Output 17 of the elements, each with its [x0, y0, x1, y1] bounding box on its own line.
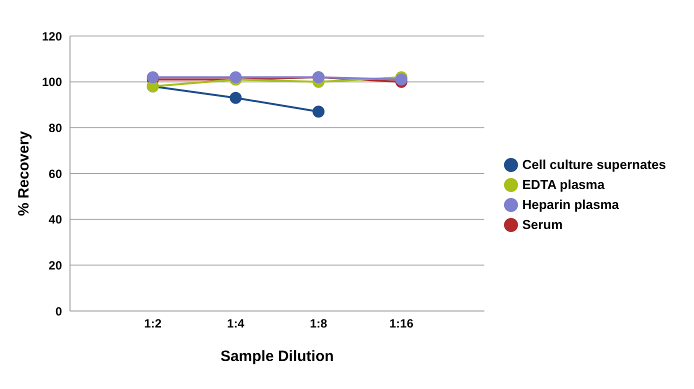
- y-tick-label: 80: [48, 120, 62, 135]
- x-tick-label: 1:2: [144, 316, 162, 331]
- x-tick-label: 1:16: [389, 316, 414, 331]
- y-tick-label: 0: [55, 304, 62, 318]
- y-tick-label: 20: [48, 258, 62, 272]
- legend-label: Serum: [522, 216, 563, 232]
- y-tick-label: 100: [42, 75, 62, 90]
- x-axis-title: Sample Dilution: [220, 348, 334, 365]
- y-tick-label: 40: [48, 212, 62, 227]
- y-tick-label: 60: [48, 166, 62, 181]
- y-tick-label: 120: [42, 29, 62, 44]
- y-axis-title: % Recovery: [15, 130, 32, 216]
- x-tick-label: 1:4: [227, 316, 245, 331]
- legend-label: EDTA plasma: [522, 176, 605, 192]
- legend-label: Heparin plasma: [522, 196, 620, 212]
- legend-label: Cell culture supernates: [522, 156, 666, 172]
- x-tick-label: 1:8: [310, 316, 328, 331]
